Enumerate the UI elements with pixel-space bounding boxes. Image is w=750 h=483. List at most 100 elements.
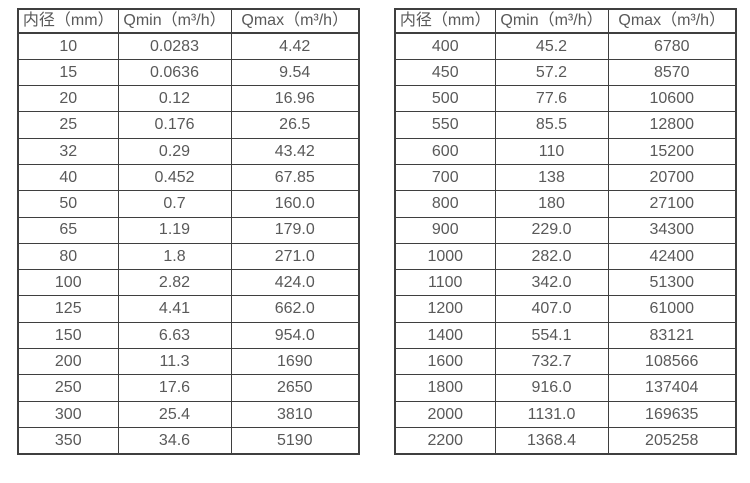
table-cell: 61000 — [607, 295, 737, 323]
table-cell: 350 — [17, 426, 119, 455]
table-cell: 800 — [394, 190, 496, 218]
table-row: 20 0.12 16.96 — [17, 85, 360, 113]
table-cell: 4.42 — [230, 32, 360, 60]
table-cell: 25.4 — [117, 400, 232, 428]
table-header-row: 内径（mm） Qmin（m³/h） Qmax（m³/h） — [394, 8, 737, 34]
table-cell: 407.0 — [494, 295, 609, 323]
table-cell: 5190 — [230, 426, 360, 455]
table-cell: 424.0 — [230, 269, 360, 297]
table-row: 50 0.7 160.0 — [17, 190, 360, 218]
table-cell: 42400 — [607, 242, 737, 271]
table-cell: 0.176 — [117, 111, 232, 139]
table-cell: 900 — [394, 216, 496, 244]
table-cell: 50 — [17, 190, 119, 218]
table-cell: 51300 — [607, 269, 737, 297]
table-cell: 600 — [394, 137, 496, 165]
table-cell: 300 — [17, 400, 119, 428]
table-cell: 34300 — [607, 216, 737, 244]
header-cell: 内径（mm） — [394, 8, 496, 34]
table-cell: 0.7 — [117, 190, 232, 218]
table-cell: 282.0 — [494, 242, 609, 271]
table-cell: 15200 — [607, 137, 737, 165]
table-cell: 45.2 — [494, 32, 609, 60]
table-cell: 1000 — [394, 242, 496, 271]
table-cell: 1368.4 — [494, 426, 609, 455]
table-cell: 342.0 — [494, 269, 609, 297]
table-row: 25 0.176 26.5 — [17, 111, 360, 139]
header-cell: 内径（mm） — [17, 8, 119, 34]
table-cell: 20700 — [607, 163, 737, 192]
table-cell: 1131.0 — [494, 400, 609, 428]
table-row: 400 45.2 6780 — [394, 32, 737, 60]
table-cell: 25 — [17, 111, 119, 139]
table-row: 600 110 15200 — [394, 137, 737, 165]
table-cell: 0.0636 — [117, 58, 232, 87]
table-cell: 2.82 — [117, 269, 232, 297]
table-cell: 110 — [494, 137, 609, 165]
table-cell: 1100 — [394, 269, 496, 297]
table-cell: 10 — [17, 32, 119, 60]
table-cell: 26.5 — [230, 111, 360, 139]
table-cell: 83121 — [607, 321, 737, 350]
table-row: 1600 732.7 108566 — [394, 348, 737, 376]
table-cell: 8570 — [607, 58, 737, 87]
table-cell: 1600 — [394, 348, 496, 376]
table-cell: 1.19 — [117, 216, 232, 244]
table-cell: 450 — [394, 58, 496, 87]
table-cell: 550 — [394, 111, 496, 139]
table-row: 500 77.6 10600 — [394, 85, 737, 113]
table-cell: 400 — [394, 32, 496, 60]
table-cell: 2000 — [394, 400, 496, 428]
header-cell: Qmin（m³/h） — [494, 8, 609, 34]
table-row: 40 0.452 67.85 — [17, 163, 360, 192]
table-cell: 138 — [494, 163, 609, 192]
table-cell: 1.8 — [117, 242, 232, 271]
table-header-row: 内径（mm） Qmin（m³/h） Qmax（m³/h） — [17, 8, 360, 34]
table-cell: 108566 — [607, 348, 737, 376]
table-cell: 67.85 — [230, 163, 360, 192]
table-row: 15 0.0636 9.54 — [17, 58, 360, 87]
table-cell: 1400 — [394, 321, 496, 350]
table-cell: 6.63 — [117, 321, 232, 350]
table-cell: 916.0 — [494, 374, 609, 402]
flow-spec-table-small-diameters: 内径（mm） Qmin（m³/h） Qmax（m³/h） 10 0.0283 4.42 1… — [17, 8, 360, 455]
table-row: 1400 554.1 83121 — [394, 321, 737, 350]
spec-tables-container: 内径（mm） Qmin（m³/h） Qmax（m³/h） 10 0.0283 4.42 1… — [17, 8, 737, 455]
table-cell: 57.2 — [494, 58, 609, 87]
table-cell: 700 — [394, 163, 496, 192]
table-cell: 271.0 — [230, 242, 360, 271]
header-cell: Qmin（m³/h） — [117, 8, 232, 34]
table-cell: 10600 — [607, 85, 737, 113]
table-cell: 4.41 — [117, 295, 232, 323]
table-row: 10 0.0283 4.42 — [17, 32, 360, 60]
table-cell: 85.5 — [494, 111, 609, 139]
table-cell: 229.0 — [494, 216, 609, 244]
table-cell: 40 — [17, 163, 119, 192]
table-row: 300 25.4 3810 — [17, 400, 360, 428]
table-cell: 2650 — [230, 374, 360, 402]
table-cell: 27100 — [607, 190, 737, 218]
table-cell: 125 — [17, 295, 119, 323]
table-cell: 662.0 — [230, 295, 360, 323]
table-row: 1100 342.0 51300 — [394, 269, 737, 297]
table-row: 250 17.6 2650 — [17, 374, 360, 402]
table-cell: 32 — [17, 137, 119, 165]
header-cell: Qmax（m³/h） — [607, 8, 737, 34]
header-cell: Qmax（m³/h） — [230, 8, 360, 34]
table-row: 1200 407.0 61000 — [394, 295, 737, 323]
table-row: 100 2.82 424.0 — [17, 269, 360, 297]
table-row: 700 138 20700 — [394, 163, 737, 192]
table-cell: 0.0283 — [117, 32, 232, 60]
table-row: 32 0.29 43.42 — [17, 137, 360, 165]
table-cell: 0.29 — [117, 137, 232, 165]
table-cell: 65 — [17, 216, 119, 244]
table-cell: 2200 — [394, 426, 496, 455]
table-cell: 6780 — [607, 32, 737, 60]
table-cell: 15 — [17, 58, 119, 87]
table-row: 65 1.19 179.0 — [17, 216, 360, 244]
table-cell: 200 — [17, 348, 119, 376]
table-row: 150 6.63 954.0 — [17, 321, 360, 350]
table-cell: 150 — [17, 321, 119, 350]
table-cell: 554.1 — [494, 321, 609, 350]
table-cell: 250 — [17, 374, 119, 402]
